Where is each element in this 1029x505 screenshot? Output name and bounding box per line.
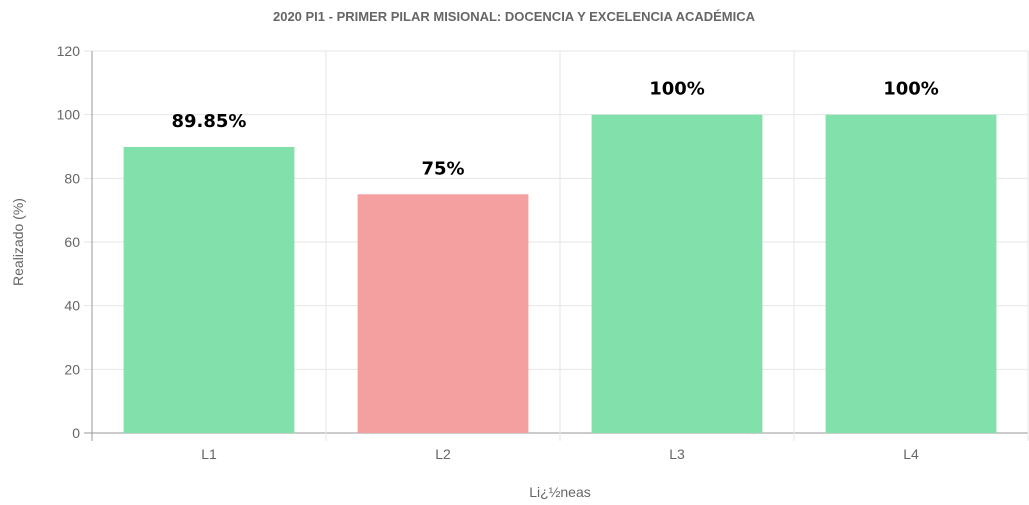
y-tick-label: 100 — [57, 107, 81, 123]
axes: 0 20 40 60 80 100 120 L1 L2 L3 L4 — [57, 43, 919, 462]
bar-value-label: 75% — [421, 158, 464, 179]
data-labels: 89.85% 75% 100% 100% — [172, 79, 939, 180]
bar-value-label: 89.85% — [172, 111, 247, 132]
bar-value-label: 100% — [883, 79, 939, 100]
x-tick-label: L4 — [903, 446, 919, 462]
x-tick-label: L1 — [201, 446, 217, 462]
chart-title: 2020 PI1 - PRIMER PILAR MISIONAL: DOCENC… — [273, 9, 756, 24]
y-axis-title: Realizado (%) — [10, 198, 26, 286]
bar — [357, 194, 529, 433]
y-tick-label: 80 — [64, 170, 80, 186]
x-tick-label: L2 — [435, 446, 451, 462]
bar — [591, 114, 763, 434]
y-tick-label: 60 — [64, 234, 80, 250]
y-tick-label: 0 — [72, 425, 80, 441]
y-tick-label: 120 — [57, 43, 81, 59]
x-axis-title: Li¿½neas — [529, 484, 590, 500]
bar — [123, 146, 295, 434]
bars — [123, 114, 997, 434]
bar-value-label: 100% — [649, 79, 705, 100]
x-tick-label: L3 — [669, 446, 685, 462]
bar — [825, 114, 997, 434]
y-tick-label: 40 — [64, 298, 80, 314]
y-tick-label: 20 — [64, 361, 80, 377]
